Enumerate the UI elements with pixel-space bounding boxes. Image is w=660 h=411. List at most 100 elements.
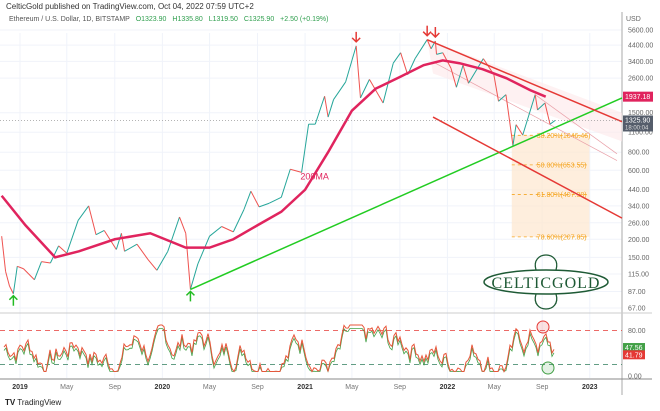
price-segment <box>33 261 42 280</box>
price-segment <box>549 120 556 125</box>
ohlc-close: C1325.90 <box>243 16 275 23</box>
price-segment <box>345 45 357 83</box>
price-segment <box>95 230 105 236</box>
symbol-legend: Ethereum / U.S. Dollar, 1D, BITSTAMP O13… <box>9 16 328 23</box>
price-segment <box>450 68 457 88</box>
price-segment <box>209 226 222 237</box>
oscillator-value-badge <box>623 343 645 353</box>
price-segment <box>493 74 500 102</box>
price-segment <box>58 245 68 254</box>
x-tick-label: 2022 <box>440 384 456 391</box>
channel-midline <box>534 94 618 155</box>
x-tick-label: 2023 <box>582 384 598 391</box>
price-segment <box>88 205 97 235</box>
y-tick-label: 67.00 <box>628 305 646 312</box>
logo-text: CELTICGOLD <box>492 275 601 292</box>
fib-level-label: 61.80%(407.38) <box>537 192 587 199</box>
ma200-label: 200MA <box>300 171 329 181</box>
fib-level-label: 50.00%(653.55) <box>537 162 587 169</box>
price-segment <box>185 233 191 290</box>
publish-info: CelticGold published on TradingView.com,… <box>6 2 254 11</box>
price-segment <box>66 220 79 254</box>
price-segment <box>515 124 524 136</box>
price-segment <box>426 39 432 50</box>
price-segment <box>436 52 443 55</box>
price-segment <box>115 233 122 250</box>
price-segment <box>23 268 35 281</box>
price-segment <box>147 259 158 271</box>
price-segment <box>512 124 517 146</box>
celticgold-logo: CELTICGOLD <box>483 254 609 310</box>
price-segment <box>1 236 7 272</box>
price-segment <box>369 79 384 104</box>
arrow-down-icon <box>351 37 361 43</box>
x-tick-label: Sep <box>394 384 407 391</box>
price-segment <box>189 263 199 290</box>
price-segment <box>534 94 539 110</box>
oscillator-tick: 0.00 <box>628 374 642 381</box>
channel-midline <box>435 62 618 161</box>
price-segment <box>455 64 464 88</box>
overbought-marker <box>536 320 550 334</box>
price-segment <box>232 209 245 233</box>
price-segment <box>301 124 310 173</box>
logo-knot-icon <box>534 254 558 310</box>
tradingview-brand[interactable]: TV TradingView <box>5 398 61 407</box>
x-tick-label: Sep <box>109 384 122 391</box>
symbol-name: Ethereum / U.S. Dollar, 1D, BITSTAMP <box>9 16 130 23</box>
y-tick-label: 2600.00 <box>628 76 653 83</box>
y-tick-label: 1500.00 <box>628 110 653 117</box>
x-tick-label: 2021 <box>297 384 313 391</box>
oversold-marker <box>541 361 555 375</box>
price-segment <box>41 261 51 264</box>
logo-oval <box>483 269 609 295</box>
price-segment <box>258 202 270 208</box>
price-segment <box>537 102 546 111</box>
ma200-line <box>0 59 547 259</box>
y-tick-label: 3400.00 <box>628 59 653 66</box>
price-segment <box>333 81 347 100</box>
oscillator-value: 47.56 <box>625 345 643 352</box>
y-tick-label: 87.00 <box>628 289 646 296</box>
ohlc-change: +2.50 (+0.19%) <box>280 16 329 23</box>
price-segment <box>462 64 469 84</box>
price-segment <box>5 271 10 287</box>
price-segment <box>17 265 24 270</box>
last-price-badge <box>623 115 653 132</box>
y-tick-label: 4400.00 <box>628 43 653 50</box>
arrow-down-icon <box>430 32 440 39</box>
y-tick-label: 115.00 <box>628 272 649 279</box>
price-segment <box>324 96 329 118</box>
price-segment <box>197 236 211 265</box>
fib-zone <box>511 135 590 237</box>
price-segment <box>77 205 90 221</box>
price-segment <box>414 39 428 59</box>
arrow-down-icon <box>422 31 432 37</box>
price-segment <box>280 169 291 198</box>
price-segment <box>136 243 149 260</box>
tradingview-label: TradingView <box>17 398 62 407</box>
price-segment <box>167 216 180 252</box>
price-segment <box>314 96 326 125</box>
oscillator-tick: 80.00 <box>628 328 646 335</box>
trendline <box>190 97 623 291</box>
price-segment <box>124 243 138 252</box>
oscillator-line <box>3 324 555 373</box>
x-tick-label: 2020 <box>155 384 171 391</box>
ohlc-open: O1323.90 <box>135 16 167 23</box>
bar-countdown: 18:00:04 <box>625 125 649 131</box>
ohlc-high: H1335.80 <box>172 16 203 23</box>
price-segment <box>498 94 507 102</box>
price-segment <box>355 45 361 98</box>
price-segment <box>290 168 302 173</box>
price-chart[interactable]: 5600.00 4400.00 3400.00 2600.00 1500.00 1100.… <box>0 0 660 395</box>
price-segment <box>156 251 169 271</box>
price-segment <box>360 79 370 99</box>
price-segment <box>522 94 536 136</box>
price-segment <box>12 266 18 294</box>
ohlc-low: L1319.50 <box>208 16 238 23</box>
x-tick-label: Sep <box>251 384 264 391</box>
price-segment <box>9 285 14 294</box>
y-tick-label: 5600.00 <box>628 28 653 35</box>
y-tick-label: 340.00 <box>628 203 650 210</box>
